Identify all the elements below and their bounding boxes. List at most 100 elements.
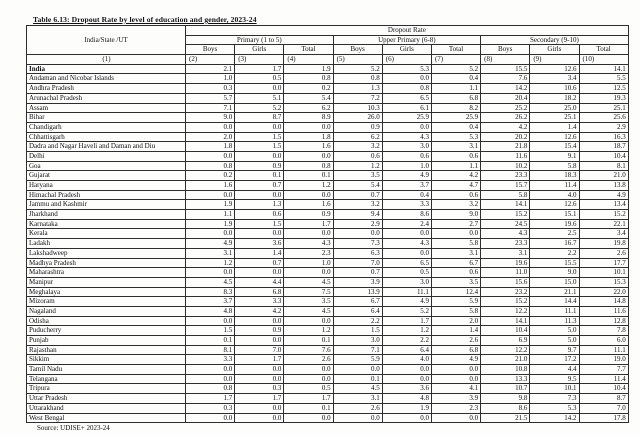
table-row: Assam 7.1 5.2 6.2 10.3 6.1 8.2 25.2 25.0 25.1 <box>26 102 629 114</box>
dropout-value-cell: 3.2 <box>332 141 383 152</box>
dropout-value-cell: 7.0 <box>234 344 285 356</box>
dropout-value-cell: 4.3 <box>283 238 334 249</box>
dropout-value-cell: 1.5 <box>234 218 285 230</box>
dropout-value-cell: 0.3 <box>184 402 236 414</box>
table-row: Odisha 0.0 0.0 0.0 2.2 1.7 2.0 14.1 11.3 12.8 <box>26 315 629 327</box>
dropout-value-cell: 3.1 <box>430 247 482 259</box>
dropout-value-cell: 1.7 <box>234 354 285 366</box>
dropout-value-cell: 19.6 <box>529 218 580 230</box>
dropout-value-cell: 0.1 <box>234 170 285 181</box>
dropout-value-cell: 3.3 <box>381 199 432 211</box>
dropout-value-cell: 5.9 <box>430 296 482 307</box>
dropout-value-cell: 0.0 <box>184 228 236 240</box>
dropout-value-cell: 15.5 <box>480 63 531 75</box>
dropout-value-cell: 11.1 <box>529 305 580 317</box>
dropout-value-cell: 2.6 <box>578 247 629 259</box>
dropout-value-cell: 4.5 <box>332 383 383 395</box>
dropout-value-cell: 18.3 <box>529 170 580 181</box>
dropout-value-cell: 2.2 <box>381 335 432 346</box>
dropout-value-cell: 4.5 <box>184 276 236 288</box>
dropout-value-cell: 7.2 <box>332 92 383 104</box>
state-name-cell: Sikkim <box>26 354 186 366</box>
state-name-cell: Chandigarh <box>26 121 186 133</box>
dropout-value-cell: 7.7 <box>578 364 629 375</box>
dropout-value-cell: 0.3 <box>234 383 285 395</box>
table-row: Maharashtra 0.0 0.0 0.0 0.7 0.5 0.6 11.0 9.0 10.1 <box>26 267 629 278</box>
table-row: Sikkim 3.3 1.7 2.6 5.9 4.0 4.9 21.0 17.2 19.0 <box>26 354 629 366</box>
state-name-cell: Nagaland <box>26 305 186 317</box>
dropout-value-cell: 0.0 <box>184 373 236 385</box>
dropout-value-cell: 0.7 <box>332 189 383 201</box>
state-name-cell: Odisha <box>26 315 186 327</box>
state-name-cell: Andhra Pradesh <box>26 83 186 94</box>
table-row: Uttarakhand 0.3 0.0 0.1 2.6 1.9 2.3 8.6 5.3 7.0 <box>26 402 629 414</box>
column-number: (1) <box>26 54 186 65</box>
dropout-value-cell: 0.0 <box>184 315 236 327</box>
state-name-cell: Ladakh <box>26 238 186 249</box>
dropout-value-cell: 0.4 <box>430 121 482 133</box>
dropout-value-cell: 0.8 <box>283 73 334 85</box>
dropout-value-cell: 0.9 <box>234 325 285 336</box>
dropout-value-cell: 6.8 <box>430 344 482 356</box>
dropout-value-cell: 4.2 <box>480 121 531 133</box>
dropout-value-cell: 0.0 <box>283 228 334 240</box>
state-name-cell: Dadra and Nagar Haveli and Daman and Diu <box>26 141 186 152</box>
dropout-value-cell: 21.5 <box>480 412 531 424</box>
column-number: (5) <box>332 54 383 65</box>
dropout-value-cell: 0.8 <box>332 73 383 85</box>
dropout-value-cell: 12.5 <box>578 83 629 94</box>
dropout-value-cell: 0.0 <box>430 412 482 424</box>
dropout-value-cell: 9.7 <box>529 344 580 356</box>
dropout-value-cell: 0.0 <box>283 150 334 162</box>
dropout-value-cell: 13.9 <box>332 286 383 298</box>
dropout-value-cell: 4.9 <box>578 189 629 201</box>
dropout-value-cell: 5.1 <box>234 92 285 104</box>
dropout-value-cell: 5.4 <box>283 92 334 104</box>
table-row: Jharkhand 1.1 0.6 0.9 9.4 8.6 9.0 15.2 15.1 15.2 <box>26 209 629 220</box>
dropout-value-cell: 0.0 <box>234 121 285 133</box>
dropout-value-cell: 10.6 <box>529 83 580 94</box>
dropout-value-cell: 1.3 <box>234 199 285 211</box>
dropout-value-cell: 0.8 <box>184 383 236 395</box>
state-name-cell: Tripura <box>26 383 186 395</box>
dropout-value-cell: 10.7 <box>480 383 531 395</box>
dropout-value-cell: 1.6 <box>283 141 334 152</box>
dropout-value-cell: 1.4 <box>430 325 482 336</box>
dropout-value-cell: 4.5 <box>283 276 334 288</box>
header-row-levels: Primary (1 to 5) Upper Primary (6-8) Sec… <box>27 34 629 46</box>
dropout-value-cell: 9.0 <box>430 209 482 220</box>
state-name-cell: Arunachal Pradesh <box>26 92 186 104</box>
dropout-value-cell: 1.7 <box>283 218 334 230</box>
column-number: (2) <box>184 54 236 65</box>
dropout-value-cell: 3.5 <box>430 276 482 288</box>
dropout-value-cell: 4.9 <box>430 354 482 366</box>
dropout-value-cell: 11.3 <box>529 315 580 327</box>
table-row: Rajasthan 8.1 7.0 7.6 7.1 6.4 6.8 12.2 9.7 11.1 <box>26 344 629 356</box>
subheader-girls: Girls <box>381 44 432 56</box>
dropout-value-cell: 14.1 <box>578 63 629 75</box>
dropout-value-cell: 3.3 <box>234 296 285 307</box>
dropout-value-cell: 4.5 <box>283 305 334 317</box>
dropout-value-cell: 8.9 <box>283 112 334 123</box>
dropout-value-cell: 13.8 <box>578 180 629 191</box>
dropout-value-cell: 10.1 <box>578 267 629 278</box>
dropout-value-cell: 0.0 <box>234 150 285 162</box>
level-header-upper-primary: Upper Primary (6-8) <box>332 34 482 46</box>
dropout-rate-table: India/State /UT Dropout Rate Primary (1 … <box>26 24 629 424</box>
dropout-value-cell: 15.2 <box>578 209 629 220</box>
dropout-value-cell: 0.9 <box>332 121 383 133</box>
dropout-value-cell: 1.5 <box>234 131 285 143</box>
dropout-value-cell: 4.0 <box>381 354 432 366</box>
dropout-value-cell: 14.2 <box>529 412 580 424</box>
dropout-value-cell: 22.0 <box>578 286 629 298</box>
dropout-value-cell: 3.1 <box>332 393 383 404</box>
dropout-value-cell: 9.1 <box>529 150 580 162</box>
dropout-value-cell: 3.3 <box>184 354 236 366</box>
dropout-value-cell: 1.7 <box>234 393 285 404</box>
table-row: Puducherry 1.5 0.9 1.2 1.5 1.2 1.4 10.4 5.0 7.8 <box>26 325 629 336</box>
dropout-value-cell: 2.6 <box>430 335 482 346</box>
dropout-value-cell: 23.2 <box>480 286 531 298</box>
subheader-total: Total <box>283 44 334 56</box>
dropout-value-cell: 6.2 <box>332 131 383 143</box>
state-name-cell: Rajasthan <box>26 344 186 356</box>
